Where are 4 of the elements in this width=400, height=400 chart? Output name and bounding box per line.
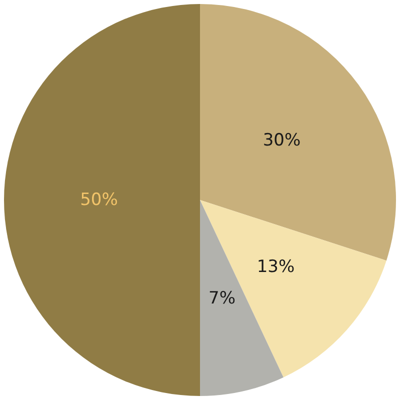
data-label: 50%	[80, 190, 118, 210]
data-label: 13%	[256, 256, 295, 277]
data-label: 7%	[208, 288, 236, 309]
data-label: 30%	[262, 130, 301, 151]
